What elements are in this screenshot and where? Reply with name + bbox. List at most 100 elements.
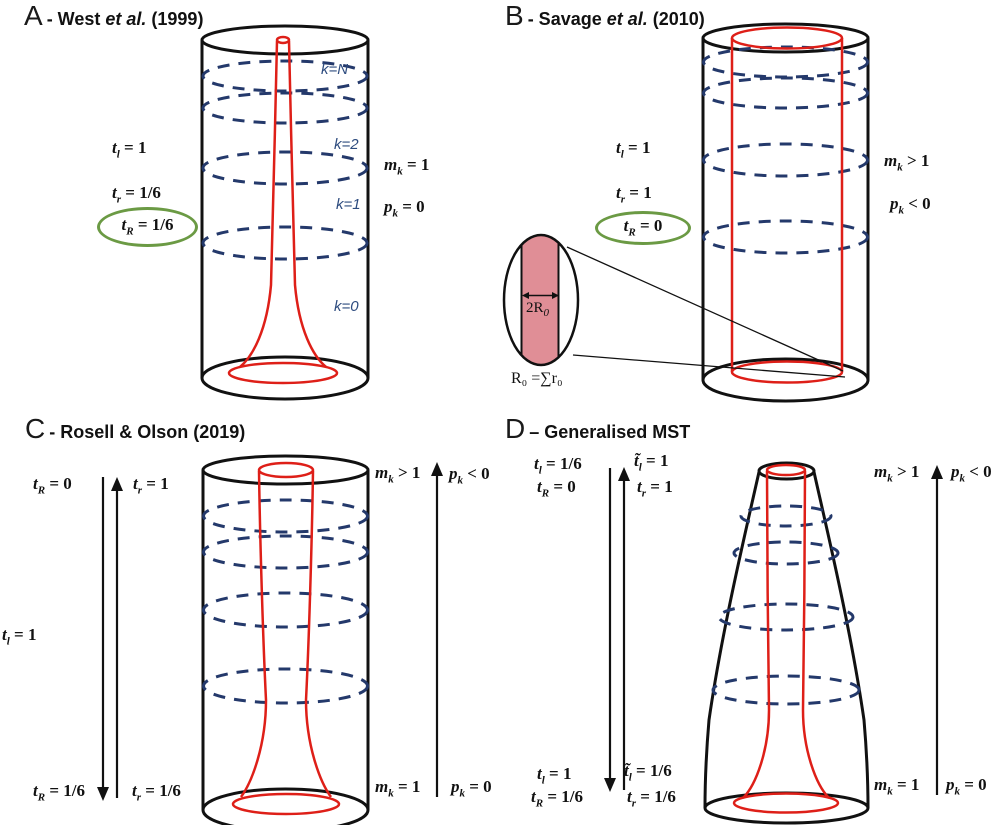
panel-c-letter: C xyxy=(25,413,46,444)
diameter-arrowhead-right xyxy=(552,292,559,299)
cylinder-base-ellipse xyxy=(201,787,370,825)
a-k-level-label: k=2 xyxy=(334,136,359,153)
c-tr-top-label: tr = 1 xyxy=(133,474,169,497)
tube-base-ellipse xyxy=(730,360,844,384)
inset-ellipse-outline xyxy=(502,233,580,367)
tube-left-side xyxy=(742,470,771,799)
d-tl-top-label: tl = 1/6 xyxy=(534,454,582,477)
a-k-level-label: k=1 xyxy=(336,196,361,213)
d-tr-top-label: tr = 1 xyxy=(637,477,673,500)
d-mk-bottom-label: mk = 1 xyxy=(874,775,920,798)
tR-arrowhead-down xyxy=(97,787,109,801)
b-tl-label: tl = 1 xyxy=(616,138,651,161)
branch-level-dashed-ellipse xyxy=(702,219,869,255)
a-tl-label: tl = 1 xyxy=(112,138,147,161)
d-ttl-top-label: t̃l = 1 xyxy=(634,451,669,474)
panel-d-title-text: – Generalised MST xyxy=(529,422,691,442)
branch-level-dashed-ellipse xyxy=(201,59,369,93)
mk-pk-arrowhead-up xyxy=(931,465,943,479)
callout-line-upper xyxy=(566,246,844,372)
branch-level-dashed-ellipse xyxy=(717,602,855,632)
b-tr-label: tr = 1 xyxy=(616,183,652,206)
branch-level-dashed-ellipse xyxy=(711,674,861,706)
tube-top-ellipse xyxy=(765,463,807,477)
a-k-level-label: k=0 xyxy=(334,298,359,315)
b-tR-label: tR = 0 xyxy=(623,216,663,239)
panel-a-title-text: - West et al. (1999) xyxy=(46,9,204,29)
cylinder-top-ellipse xyxy=(201,454,370,486)
panel-c-title-text: - Rosell & Olson (2019) xyxy=(49,422,246,442)
a-pk-label: pk = 0 xyxy=(384,197,425,220)
branch-level-dashed-ellipse xyxy=(202,667,369,705)
branch-level-dashed-ellipse xyxy=(201,225,369,261)
c-tR-top-label: tR = 0 xyxy=(33,474,72,497)
b-mk-label: mk > 1 xyxy=(884,151,930,174)
d-tl-bottom-label: tl = 1 xyxy=(537,764,572,787)
panel-c-branch-levels xyxy=(202,498,369,705)
d-pk-top-label: pk < 0 xyxy=(951,462,992,485)
b-pk-label: pk < 0 xyxy=(890,194,931,217)
cylinder-base-ellipse xyxy=(701,357,870,403)
cone-base-ellipse xyxy=(703,791,870,825)
b-inset-diameter-label: 2R0 xyxy=(526,300,550,319)
a-tR-highlight-ellipse: tR = 1/6 xyxy=(97,207,198,247)
tube-right-side xyxy=(801,470,830,799)
branch-level-dashed-ellipse xyxy=(739,504,833,528)
branch-level-dashed-ellipse xyxy=(202,591,369,629)
left-arrowhead-down xyxy=(604,778,616,792)
tube-base-ellipse xyxy=(732,792,840,814)
a-k-level-label: k=N xyxy=(321,61,349,78)
panel-b-red-tube xyxy=(730,26,844,384)
panel-c-red-tube xyxy=(231,461,341,816)
a-mk-label: mk = 1 xyxy=(384,155,430,178)
panel-d-title: D – Generalised MST xyxy=(505,413,690,445)
panel-a-branch-levels xyxy=(201,59,369,261)
c-mk-bottom-label: mk = 1 xyxy=(375,777,421,800)
diameter-arrowhead-left xyxy=(522,292,529,299)
panel-b-branch-levels xyxy=(702,45,869,255)
panel-a-title: A - West et al. (1999) xyxy=(24,0,203,32)
panel-b-letter: B xyxy=(505,0,524,31)
panel-d-letter: D xyxy=(505,413,526,444)
c-pk-bottom-label: pk = 0 xyxy=(451,777,492,800)
tr-arrowhead-up xyxy=(111,477,123,491)
cylinder-top-ellipse xyxy=(200,24,370,56)
panel-d-cone xyxy=(703,461,870,825)
c-tr-bottom-label: tr = 1/6 xyxy=(132,781,181,804)
panel-a-red-tube xyxy=(227,35,339,385)
panel-b-inset xyxy=(502,233,846,378)
branch-level-dashed-ellipse xyxy=(702,142,869,178)
branch-level-dashed-ellipse xyxy=(202,498,369,534)
tube-top-ellipse xyxy=(257,461,315,479)
panel-c-title: C - Rosell & Olson (2019) xyxy=(25,413,245,445)
panel-d-left-arrows xyxy=(604,467,630,792)
branch-level-dashed-ellipse xyxy=(201,91,369,125)
a-tr-label: tr = 1/6 xyxy=(112,183,161,206)
inset-trunk-band xyxy=(520,235,560,365)
tube-right-side xyxy=(287,40,327,368)
panel-c-right-arrow xyxy=(431,462,443,797)
panel-a-cylinder xyxy=(200,24,370,401)
cylinder-base-ellipse xyxy=(200,355,370,401)
d-ttl-bottom-label: t̃l = 1/6 xyxy=(624,761,672,784)
tube-left-side xyxy=(239,40,279,368)
d-tR-top-label: tR = 0 xyxy=(537,477,576,500)
tube-right-side xyxy=(304,470,333,798)
panel-d-branch-levels xyxy=(711,504,861,706)
right-arrowhead-up xyxy=(618,467,630,481)
tube-base-ellipse xyxy=(231,792,341,816)
panel-b-title-text: - Savage et al. (2010) xyxy=(527,9,705,29)
branch-level-dashed-ellipse xyxy=(201,150,369,186)
d-pk-bottom-label: pk = 0 xyxy=(946,775,987,798)
d-tR-bottom-label: tR = 1/6 xyxy=(531,787,583,810)
cone-left-wall xyxy=(703,471,761,809)
a-tR-label: tR = 1/6 xyxy=(121,215,174,238)
panel-d-red-tube xyxy=(732,463,840,814)
c-mk-top-label: mk > 1 xyxy=(375,463,421,486)
panel-c-cylinder xyxy=(201,454,370,825)
tube-base-ellipse xyxy=(227,361,339,385)
panel-d-right-arrow xyxy=(931,465,943,795)
c-tR-bottom-label: tR = 1/6 xyxy=(33,781,85,804)
cone-right-wall xyxy=(812,471,870,809)
